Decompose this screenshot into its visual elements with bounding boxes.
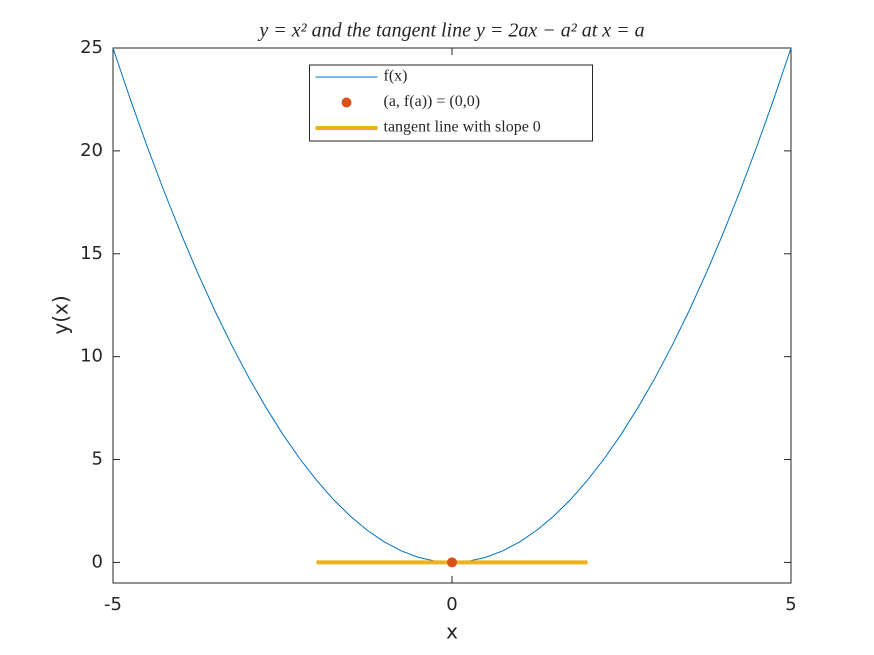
y-tick-label: 20: [80, 140, 103, 161]
x-tick-label: 0: [446, 594, 457, 615]
x-tick-label: 5: [785, 594, 796, 615]
legend-swatch: [341, 97, 352, 108]
chart-title: y = x² and the tangent line y = 2ax − a²…: [257, 20, 644, 42]
legend-label: f(x): [384, 68, 408, 85]
legend-label: (a, f(a)) = (0,0): [384, 93, 481, 110]
data-point: [447, 557, 457, 568]
x-tick-label: -5: [104, 594, 122, 615]
y-tick-label: 25: [80, 37, 103, 58]
y-axis-label: y(x): [49, 295, 73, 334]
x-axis-label: x: [446, 620, 458, 644]
y-tick-label: 0: [92, 551, 103, 572]
legend-label: tangent line with slope 0: [384, 119, 541, 136]
y-tick-label: 5: [92, 449, 103, 470]
y-tick-label: 10: [80, 346, 103, 367]
y-tick-label: 15: [80, 243, 103, 264]
